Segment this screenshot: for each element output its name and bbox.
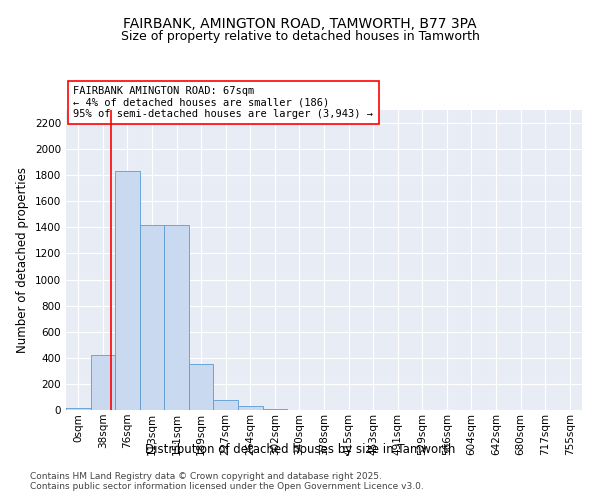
Text: Size of property relative to detached houses in Tamworth: Size of property relative to detached ho… (121, 30, 479, 43)
Bar (140, 226, 164, 410)
Text: FAIRBANK, AMINGTON ROAD, TAMWORTH, B77 3PA: FAIRBANK, AMINGTON ROAD, TAMWORTH, B77 3… (123, 18, 477, 32)
Y-axis label: Number of detached properties: Number of detached properties (16, 167, 29, 353)
Bar (263, 408, 287, 410)
Text: FAIRBANK AMINGTON ROAD: 67sqm
← 4% of detached houses are smaller (186)
95% of s: FAIRBANK AMINGTON ROAD: 67sqm ← 4% of de… (73, 86, 373, 119)
Bar (164, 226, 189, 410)
Bar (66, 408, 91, 410)
Bar (189, 364, 214, 410)
Text: Contains public sector information licensed under the Open Government Licence v3: Contains public sector information licen… (30, 482, 424, 491)
Bar (115, 172, 140, 410)
Bar (238, 406, 263, 410)
Bar (91, 354, 115, 410)
Bar (214, 400, 238, 410)
Text: Contains HM Land Registry data © Crown copyright and database right 2025.: Contains HM Land Registry data © Crown c… (30, 472, 382, 481)
Text: Distribution of detached houses by size in Tamworth: Distribution of detached houses by size … (145, 442, 455, 456)
